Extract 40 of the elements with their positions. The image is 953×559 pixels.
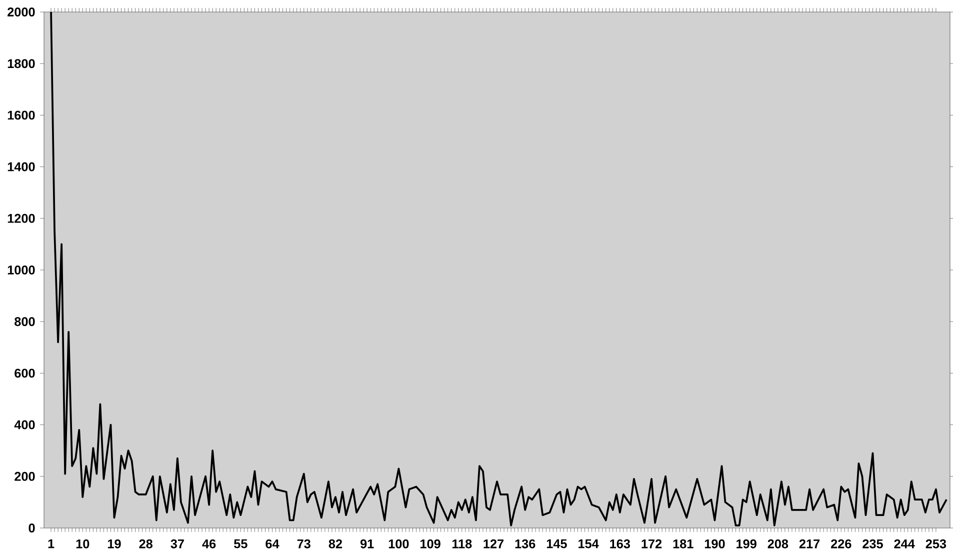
y-tick-label: 1800 [8, 59, 35, 68]
x-tick-label: 1 [48, 539, 54, 548]
x-tick-label: 235 [862, 539, 883, 548]
x-tick-label: 154 [578, 539, 599, 548]
x-tick-label: 28 [139, 539, 152, 548]
x-tick-label: 127 [484, 539, 504, 548]
x-tick-label: 82 [328, 539, 342, 548]
x-tick-label: 37 [170, 539, 184, 548]
x-tick-label: 244 [894, 539, 915, 548]
y-tick-label: 800 [14, 317, 35, 326]
x-tick-label: 10 [76, 539, 90, 548]
x-tick-label: 226 [831, 539, 852, 548]
x-tick-label: 19 [108, 539, 121, 548]
x-tick-label: 73 [297, 539, 310, 548]
y-tick-label: 1000 [8, 266, 35, 274]
x-tick-label: 145 [546, 539, 567, 548]
y-tick-label: 1200 [8, 214, 35, 223]
x-tick-label: 91 [360, 539, 374, 548]
x-tick-label: 46 [202, 539, 216, 548]
y-tick-label: 0 [28, 524, 35, 532]
y-tick-label: 2000 [8, 8, 35, 16]
y-tick-label: 200 [14, 472, 35, 481]
x-tick-label: 118 [452, 539, 472, 548]
x-tick-label: 55 [234, 539, 248, 548]
x-tick-label: 199 [736, 539, 756, 548]
x-tick-label: 217 [799, 539, 820, 548]
x-tick-label: 163 [610, 539, 630, 548]
y-tick-label: 1600 [8, 110, 35, 120]
x-tick-label: 208 [768, 539, 788, 548]
x-tick-label: 253 [926, 539, 946, 548]
y-tick-label: 1400 [8, 162, 35, 172]
x-tick-label: 100 [388, 539, 409, 548]
x-tick-label: 109 [420, 539, 440, 548]
x-tick-label: 172 [642, 539, 662, 548]
x-tick-label: 64 [266, 539, 280, 548]
x-tick-label: 190 [704, 539, 725, 548]
x-tick-label: 136 [515, 539, 536, 548]
y-tick-label: 600 [14, 368, 35, 378]
y-tick-label: 400 [14, 420, 35, 430]
x-tick-label: 181 [673, 539, 694, 548]
